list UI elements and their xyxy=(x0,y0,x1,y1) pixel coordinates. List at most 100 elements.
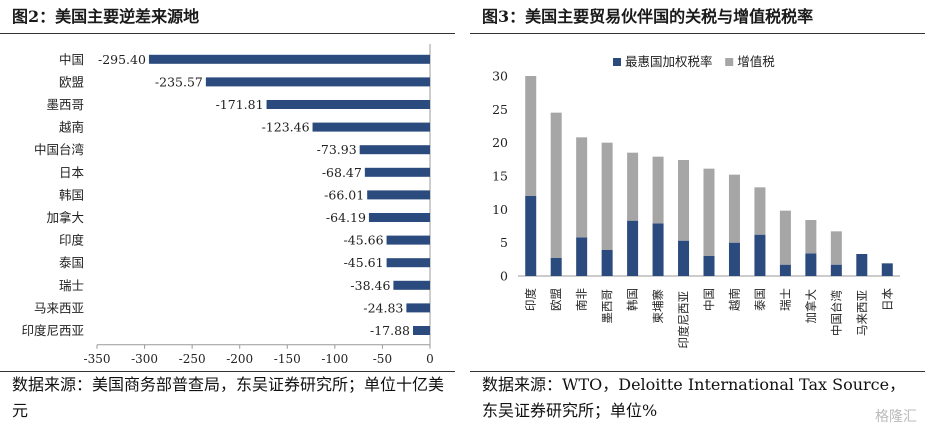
category-label: 印度尼西亚 xyxy=(21,323,84,338)
data-label: -295.40 xyxy=(98,52,146,67)
category-label: 越南 xyxy=(59,120,84,135)
legend-swatch xyxy=(725,58,734,66)
category-label: 墨西哥 xyxy=(46,97,84,112)
data-label: -171.81 xyxy=(216,97,264,112)
category-label: 泰国 xyxy=(59,255,84,270)
bar-vat xyxy=(703,168,715,256)
category-label: 瑞士 xyxy=(778,288,792,311)
data-label: -68.47 xyxy=(322,165,362,180)
category-label: 印度 xyxy=(524,288,538,311)
bar-mfn-tariff xyxy=(779,264,791,276)
category-label: 柬埔寨 xyxy=(651,289,665,324)
bar-vat xyxy=(754,187,766,235)
category-label: 印度尼西亚 xyxy=(677,291,691,349)
deficit-bar-chart: -350 -300 -250 -200 -150 -100 -50 0 -295.40 中国 -23… xyxy=(21,44,434,366)
title-rule xyxy=(470,33,925,34)
y-tick-label: 0 xyxy=(500,269,508,284)
data-label: -45.61 xyxy=(344,255,384,270)
bar-vat xyxy=(652,156,664,224)
bar xyxy=(266,100,430,109)
category-label: 韩国 xyxy=(59,187,84,202)
bar-mfn-tariff xyxy=(881,263,893,276)
category-label: 马来西亚 xyxy=(855,290,869,336)
category-label: 墨西哥 xyxy=(600,289,614,324)
chart-title: 图3：美国主要贸易伙伴国的关税与增值税税率 xyxy=(482,7,814,26)
data-label: -38.46 xyxy=(350,278,390,293)
legend-label: 增值税 xyxy=(737,54,775,69)
bar xyxy=(386,235,430,245)
category-label: 韩国 xyxy=(626,288,640,311)
y-tick-label: 15 xyxy=(492,169,508,184)
bar-mfn-tariff xyxy=(601,250,613,276)
bar-vat xyxy=(805,220,817,254)
watermark: 格隆汇 xyxy=(875,409,917,425)
category-label: 中国 xyxy=(59,52,84,67)
y-tick-label: 20 xyxy=(492,135,508,150)
x-tick-label: -200 xyxy=(226,352,253,366)
x-tick-label: -150 xyxy=(274,352,301,366)
category-label: 印度 xyxy=(59,233,85,248)
bar xyxy=(359,145,430,155)
category-label: 南非 xyxy=(575,288,589,311)
data-label: -45.66 xyxy=(344,233,384,248)
bar xyxy=(367,190,430,200)
bar-mfn-tariff xyxy=(754,234,766,276)
legend-label: 最惠国加权税率 xyxy=(625,54,713,69)
data-label: -73.93 xyxy=(317,142,357,157)
title-rule xyxy=(0,33,455,34)
bar-vat xyxy=(779,210,791,265)
bar-mfn-tariff xyxy=(805,253,817,276)
bar-vat xyxy=(627,152,639,221)
data-label: -17.88 xyxy=(370,323,410,338)
data-label: -235.57 xyxy=(155,74,203,89)
bar-mfn-tariff xyxy=(550,258,562,276)
bar-vat xyxy=(830,231,842,265)
bar-mfn-tariff xyxy=(576,237,588,276)
category-label: 欧盟 xyxy=(59,74,84,89)
bar xyxy=(312,122,430,132)
y-tick-label: 30 xyxy=(492,69,508,84)
data-label: -64.19 xyxy=(326,210,366,225)
bar xyxy=(148,54,430,64)
source-note: 数据来源：美国商务部普查局，东吴证券研究所；单位十亿美元 xyxy=(12,375,445,420)
category-label: 泰国 xyxy=(753,288,767,311)
source-rule xyxy=(0,371,455,372)
category-label: 中国 xyxy=(702,288,716,311)
category-label: 中国台湾 xyxy=(34,142,84,157)
bar-mfn-tariff xyxy=(703,256,715,276)
bar xyxy=(205,77,430,87)
bar xyxy=(412,326,430,335)
bar-mfn-tariff xyxy=(525,196,537,276)
data-label: -66.01 xyxy=(324,187,364,202)
category-label: 加拿大 xyxy=(804,289,818,324)
bar-vat xyxy=(576,137,588,238)
x-tick-label: -300 xyxy=(131,352,158,366)
source-rule xyxy=(470,371,925,372)
bar xyxy=(368,213,430,222)
category-label: 中国台湾 xyxy=(829,290,843,336)
category-label: 日本 xyxy=(880,288,894,311)
chart-title: 图2：美国主要逆差来源地 xyxy=(12,7,200,26)
bar xyxy=(364,167,430,177)
bar-vat xyxy=(601,142,613,250)
x-tick-label: -250 xyxy=(179,352,206,366)
bar-mfn-tariff xyxy=(652,223,664,276)
category-label: 欧盟 xyxy=(549,288,563,311)
bar-vat xyxy=(525,76,537,196)
legend-swatch xyxy=(613,58,621,66)
data-label: -123.46 xyxy=(262,120,310,135)
category-label: 马来西亚 xyxy=(34,300,84,315)
category-label: 加拿大 xyxy=(46,210,84,225)
bar xyxy=(393,280,430,290)
bar xyxy=(386,258,430,268)
y-tick-label: 25 xyxy=(492,102,508,117)
x-tick-label: 0 xyxy=(426,352,434,366)
bar-mfn-tariff xyxy=(728,242,740,276)
x-tick-label: -50 xyxy=(373,352,392,366)
right-chart-panel: 图3：美国主要贸易伙伴国的关税与增值税税率 0 5 10 15 20 25 30 最惠国加权税… xyxy=(470,0,925,432)
left-chart-panel: 图2：美国主要逆差来源地 -350 -300 -250 -200 -150 -100 -50… xyxy=(0,0,455,432)
bar-mfn-tariff xyxy=(830,264,842,276)
y-tick-label: 10 xyxy=(492,202,508,217)
bar-mfn-tariff xyxy=(627,220,639,276)
